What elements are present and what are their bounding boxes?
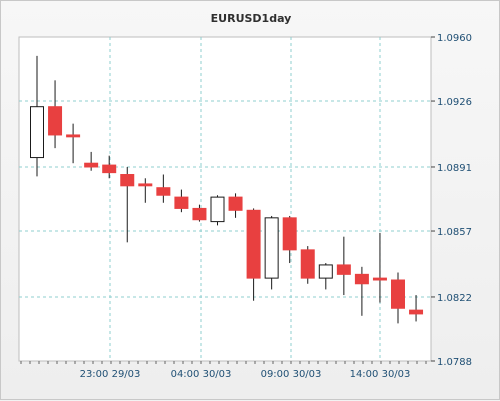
y-tick-label: 1.0891 [437, 163, 472, 174]
candles [30, 55, 424, 324]
candle-body [156, 187, 171, 196]
candle-body [48, 106, 63, 136]
y-tick-label: 1.0960 [437, 33, 472, 44]
candle [409, 295, 424, 322]
candle [66, 123, 81, 164]
candle-body [210, 196, 225, 223]
candle [282, 215, 297, 264]
candle-body [246, 209, 261, 279]
candle [336, 236, 351, 296]
candle [138, 178, 153, 203]
candle-body [300, 249, 315, 279]
candle [102, 155, 117, 179]
candle [246, 208, 261, 301]
candle-body [336, 264, 351, 275]
y-tick-label: 1.0926 [437, 97, 472, 108]
candle-body [391, 279, 405, 309]
candle-body [138, 183, 153, 187]
candle [174, 189, 189, 213]
candle-body [264, 217, 279, 279]
candle-body [174, 196, 189, 209]
axes: 1.0960 1.0926 1.0891 1.0857 1.0822 1.0788 23:0… [20, 33, 472, 380]
candle [354, 266, 369, 316]
candle [391, 272, 405, 324]
x-tick-label: 14:00 30/03 [350, 369, 411, 380]
candle [210, 195, 225, 226]
candle [228, 193, 243, 218]
candle [48, 80, 63, 149]
candle-body [66, 134, 81, 138]
candle-body [30, 106, 44, 159]
candle-body [282, 217, 297, 251]
x-tick-label: 09:00 30/03 [261, 369, 322, 380]
candle [300, 246, 315, 284]
candle-body [372, 277, 387, 281]
plot-area [18, 36, 432, 362]
candle [264, 215, 279, 290]
x-tick-label: 23:00 29/03 [80, 369, 141, 380]
candle [318, 263, 333, 290]
candle-body [318, 264, 333, 279]
candle [120, 166, 135, 243]
candle-body [192, 207, 207, 221]
y-tick-label: 1.0788 [437, 357, 472, 368]
y-tick-label: 1.0822 [437, 293, 472, 304]
candle-body [102, 164, 117, 174]
candle-body [354, 273, 369, 285]
candle [372, 232, 387, 303]
y-tick-label: 1.0857 [437, 227, 472, 238]
candle-body [84, 162, 99, 168]
candle [156, 174, 171, 203]
x-tick-label: 04:00 30/03 [171, 369, 232, 380]
candle [30, 55, 44, 177]
candle-body [120, 174, 135, 187]
candle-body [228, 196, 243, 211]
chart-title: EURUSD1day [211, 12, 292, 25]
candle [192, 204, 207, 222]
candle-body [409, 309, 424, 315]
candle [84, 151, 99, 171]
